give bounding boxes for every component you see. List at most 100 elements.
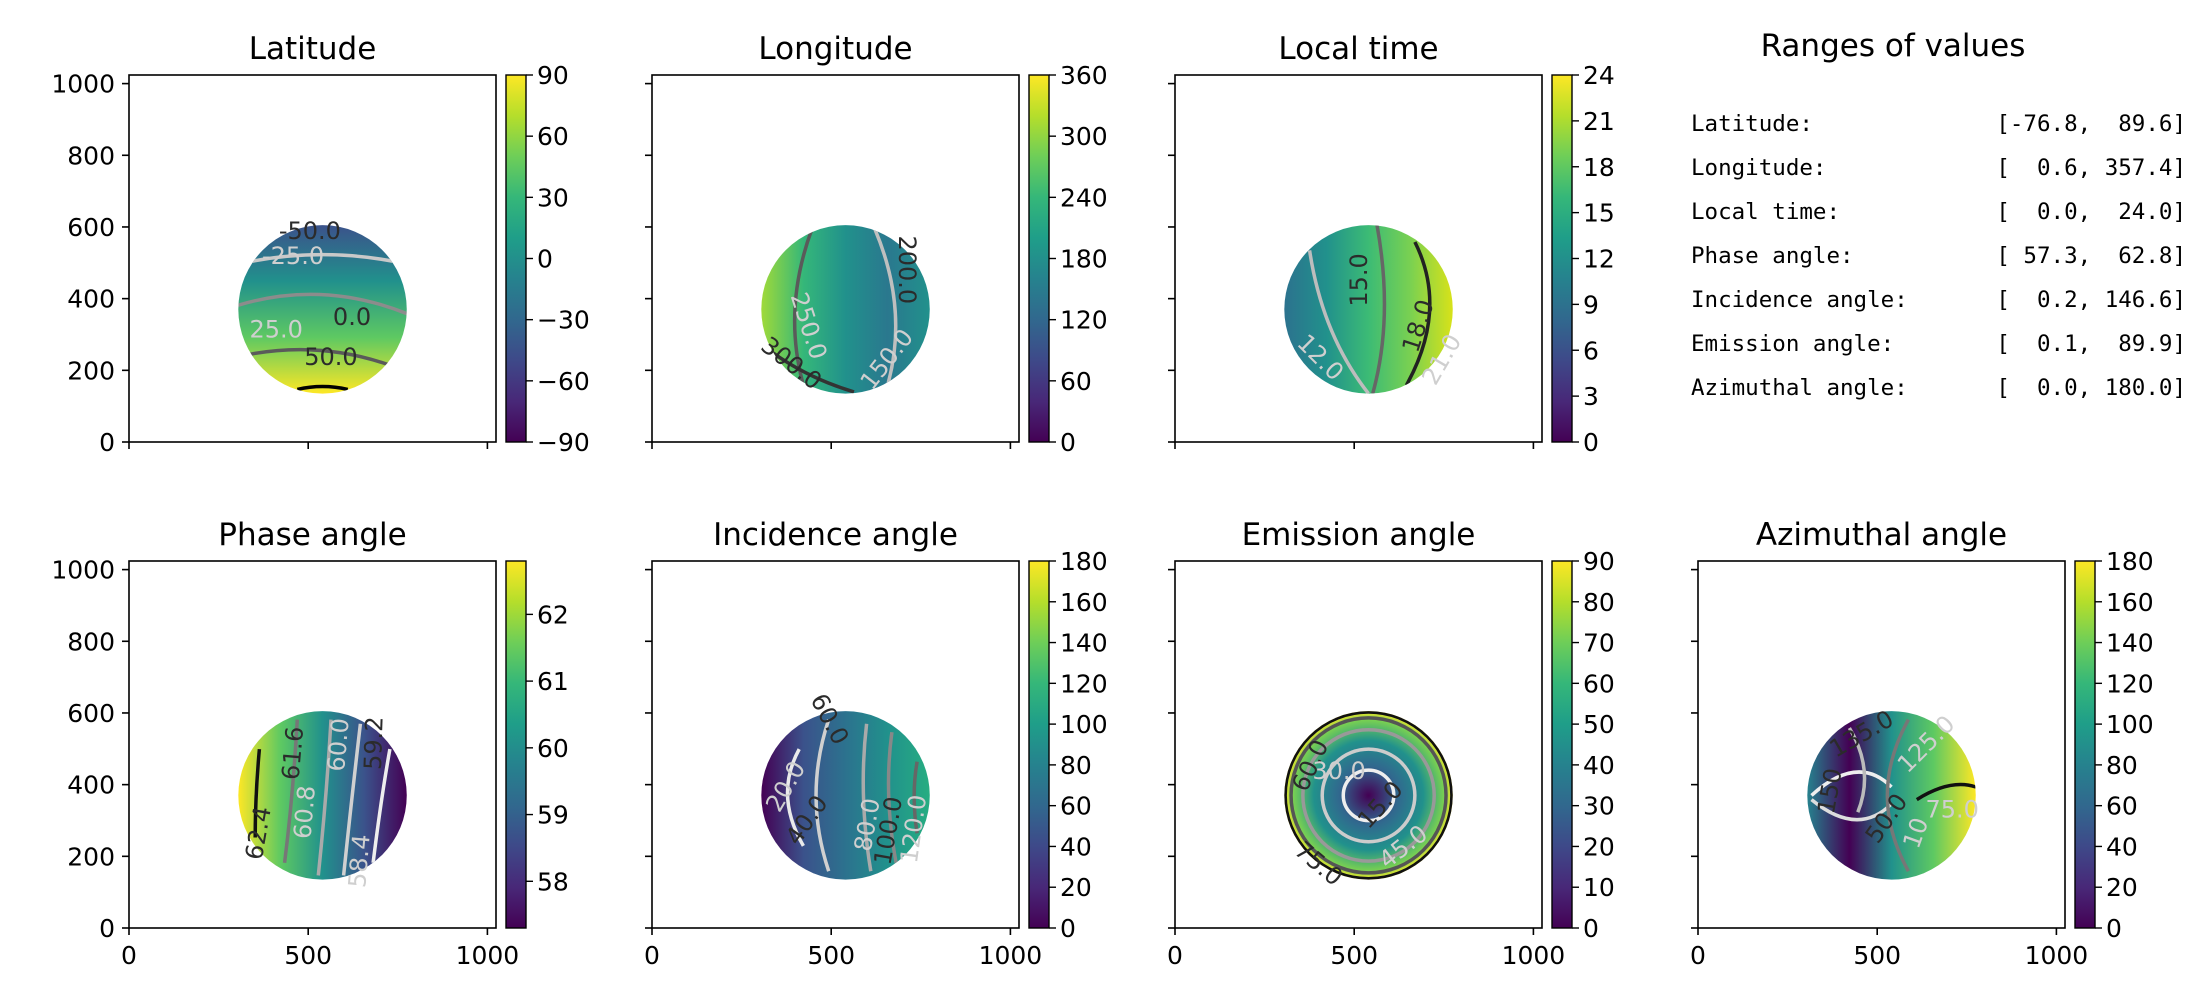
y-tick-label: 0	[99, 914, 115, 943]
range-value: [ 0.2, 146.6]	[1996, 287, 2186, 313]
colorbar-tick-label: −30	[537, 306, 590, 335]
colorbar-tick-label: 60	[537, 122, 569, 151]
contour-line	[1885, 718, 1910, 873]
colorbar-tick-label: 240	[1060, 183, 1108, 212]
axes-frame	[1174, 74, 1543, 443]
colorbar-tick-label: 80	[1583, 588, 1615, 617]
colorbar-tick-label: 180	[2106, 547, 2154, 576]
contour-line	[1320, 747, 1417, 844]
y-tick-label: 1000	[51, 556, 115, 585]
contour-line	[1915, 782, 1976, 802]
contour-label: 25.0	[249, 315, 302, 343]
colorbar-tick-label: 40	[2106, 832, 2138, 861]
colorbar-tick-label: 20	[2106, 873, 2138, 902]
colorbar-tick-label: 140	[2106, 629, 2154, 658]
colorbar	[1551, 560, 1573, 929]
x-tick-label: 0	[121, 941, 137, 970]
x-tick-label: 1000	[456, 941, 520, 970]
colorbar-tick-label: 0	[2106, 914, 2122, 943]
colorbar	[1551, 74, 1573, 443]
colorbar-tick-label: 24	[1583, 61, 1615, 90]
contour-label: -25.0	[262, 242, 324, 270]
y-tick-label: 200	[67, 842, 115, 871]
colorbar-tick-label: 70	[1583, 629, 1615, 658]
range-label: Emission angle:	[1691, 331, 1894, 357]
disk-image	[238, 711, 407, 880]
panel-title: Phase angle	[218, 517, 406, 553]
x-tick-label: 500	[807, 941, 855, 970]
colorbar	[505, 560, 527, 929]
axes-frame	[1174, 560, 1543, 929]
colorbar-tick-label: 90	[1583, 547, 1615, 576]
contour-line	[873, 228, 898, 386]
colorbar-tick-label: 50	[1583, 710, 1615, 739]
colorbar-tick-label: 120	[2106, 669, 2154, 698]
y-tick-label: 800	[67, 627, 115, 656]
contour-line	[814, 719, 831, 872]
panel-title: Emission angle	[1242, 517, 1476, 553]
y-tick-label: 600	[67, 213, 115, 242]
contour-line	[242, 347, 399, 370]
contour-line	[238, 292, 407, 316]
range-value: [-76.8, 89.6]	[1996, 111, 2186, 137]
colorbar-tick-label: 100	[1060, 710, 1108, 739]
colorbar-tick-label: 160	[1060, 588, 1108, 617]
colorbar	[505, 74, 527, 443]
panel-title: Incidence angle	[713, 517, 958, 553]
ranges-panel: Ranges of values Latitude: [-76.8, 89.6]L…	[1691, 28, 2186, 401]
y-tick-label: 1000	[51, 70, 115, 99]
range-label: Local time:	[1691, 199, 1840, 225]
colorbar-tick-label: 60	[2106, 792, 2138, 821]
x-tick-label: 1000	[2025, 941, 2089, 970]
disk-image	[761, 711, 930, 880]
colorbar-tick-label: 15	[1583, 199, 1615, 228]
panel-title: Azimuthal angle	[1756, 517, 2007, 553]
colorbar-tick-label: 180	[1060, 245, 1108, 274]
x-tick-label: 1000	[1502, 941, 1566, 970]
colorbar-tick-label: 120	[1060, 306, 1108, 335]
disk-image	[1284, 711, 1453, 880]
contour-lines	[785, 719, 919, 872]
y-tick-label: 200	[67, 356, 115, 385]
colorbar-tick-label: 12	[1583, 245, 1615, 274]
colorbar-tick-label: 40	[1583, 751, 1615, 780]
axes-frame	[128, 74, 497, 443]
disk-image	[1284, 225, 1453, 394]
disk-image	[1807, 711, 1976, 880]
contour-label: 60.0	[322, 717, 355, 773]
contour-label: -50.0	[279, 217, 341, 245]
x-tick-label: 1000	[979, 941, 1043, 970]
axes-frame	[1697, 560, 2066, 929]
range-label: Phase angle:	[1691, 243, 1854, 269]
ranges-rows: Latitude: [-76.8, 89.6] Longitude: [ 0.6, 3…	[1691, 111, 2186, 401]
ranges-title: Ranges of values	[1761, 28, 2026, 64]
colorbar	[1028, 560, 1050, 929]
axes-frame	[651, 74, 1020, 443]
colorbar-tick-label: 20	[1583, 832, 1615, 861]
contour-line	[1307, 250, 1370, 394]
colorbar-tick-label: 80	[1060, 751, 1092, 780]
contour-line	[1284, 711, 1453, 880]
range-value: [ 0.0, 180.0]	[1996, 375, 2186, 401]
range-value: [ 0.1, 89.9]	[1996, 331, 2186, 357]
colorbar-tick-label: 140	[1060, 629, 1108, 658]
colorbar-tick-label: 18	[1583, 153, 1615, 182]
y-tick-label: 600	[67, 699, 115, 728]
contour-line	[1810, 770, 1893, 797]
contour-label: 30.0	[1312, 757, 1365, 785]
contour-line	[912, 761, 919, 834]
contour-label: 58.4	[343, 833, 376, 889]
contour-line	[1301, 727, 1436, 863]
colorbar-tick-label: 6	[1583, 336, 1599, 365]
contour-line	[282, 719, 300, 864]
colorbar-tick-label: 0	[1583, 914, 1599, 943]
range-label: Azimuthal angle:	[1691, 375, 1908, 401]
contour-line	[886, 731, 898, 864]
colorbar	[1028, 74, 1050, 443]
contour-label: 61.6	[277, 725, 310, 781]
